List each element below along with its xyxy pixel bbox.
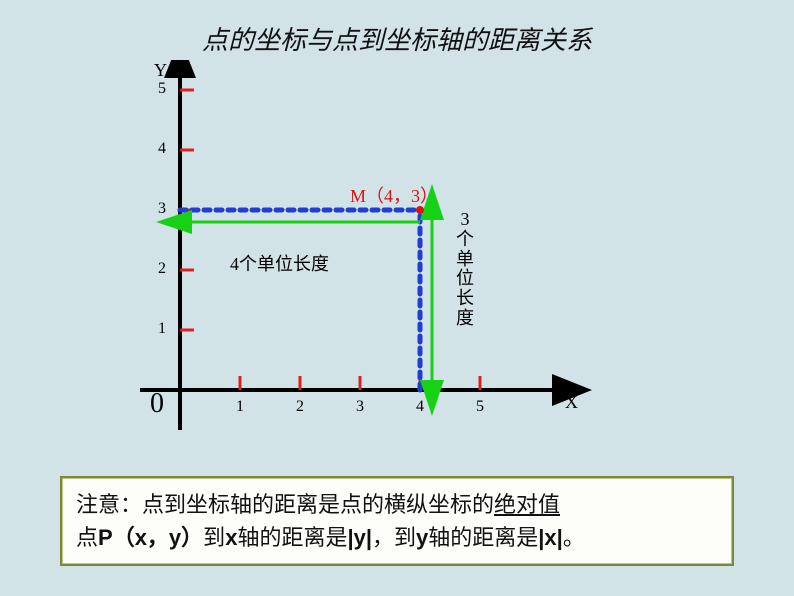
note-box: 注意：点到坐标轴的距离是点的横纵坐标的绝对值 点P（x，y）到x轴的距离是|y|…	[60, 476, 734, 566]
x-tick-4: 4	[416, 398, 424, 416]
chart-svg	[120, 60, 620, 460]
y-tick-1: 1	[158, 320, 166, 338]
x-tick-5: 5	[476, 398, 484, 416]
x-tick-1: 1	[236, 398, 244, 416]
page-title: 点的坐标与点到坐标轴的距离关系	[0, 20, 794, 57]
y-tick-2: 2	[158, 260, 166, 278]
point-m-label: M（4，3）	[350, 182, 438, 208]
x-tick-2: 2	[296, 398, 304, 416]
y-axis-label: Y	[154, 60, 167, 81]
coordinate-chart: Y X 0 M（4，3） 4个单位长度 3个单位长度 1 2 3 4 5 1 2 3 4 5	[120, 60, 620, 460]
note-line-2: 点P（x，y）到x轴的距离是|y|，到y轴的距离是|x|。	[76, 521, 718, 554]
y-tick-5: 5	[158, 80, 166, 98]
note-line-1: 注意：点到坐标轴的距离是点的横纵坐标的绝对值	[76, 488, 718, 521]
note-line1-underlined: 绝对值	[494, 492, 560, 517]
v-units-label: 3个单位长度	[455, 210, 475, 329]
y-tick-4: 4	[158, 140, 166, 158]
y-tick-3: 3	[158, 200, 166, 218]
h-units-label: 4个单位长度	[230, 250, 329, 276]
origin-label: 0	[150, 388, 164, 420]
x-axis-label: X	[565, 392, 578, 413]
note-line1-prefix: 注意：点到坐标轴的距离是点的横纵坐标的	[76, 492, 494, 517]
x-tick-3: 3	[356, 398, 364, 416]
